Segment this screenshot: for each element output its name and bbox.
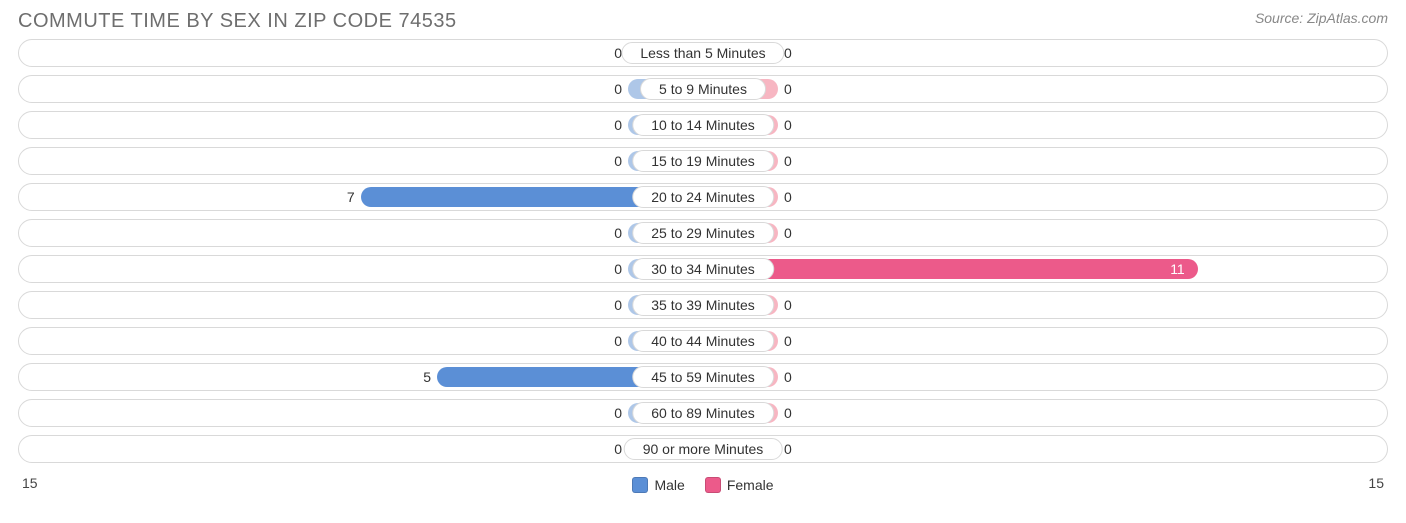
female-value: 0	[784, 405, 792, 421]
female-value: 0	[784, 333, 792, 349]
male-value: 0	[614, 81, 622, 97]
chart-area: 00Less than 5 Minutes005 to 9 Minutes001…	[0, 39, 1406, 463]
female-value: 11	[1170, 261, 1185, 277]
legend-item-male: Male	[632, 477, 684, 493]
female-value: 0	[784, 297, 792, 313]
chart-footer: 15 Male Female 15	[0, 471, 1406, 497]
chart-row: 00Less than 5 Minutes	[18, 39, 1388, 67]
row-category-label: 35 to 39 Minutes	[632, 294, 774, 316]
row-category-label: 15 to 19 Minutes	[632, 150, 774, 172]
legend-label-female: Female	[727, 477, 774, 493]
female-value: 0	[784, 189, 792, 205]
row-category-label: 45 to 59 Minutes	[632, 366, 774, 388]
chart-row: 0 0 60 to 89 Minutes	[18, 399, 1388, 427]
female-value: 0	[784, 81, 792, 97]
female-value: 0	[784, 153, 792, 169]
male-value: 0	[614, 297, 622, 313]
legend-label-male: Male	[654, 477, 684, 493]
row-category-label: 90 or more Minutes	[624, 438, 783, 460]
chart-row: 7 0 20 to 24 Minutes	[18, 183, 1388, 211]
male-swatch-icon	[632, 477, 648, 493]
page-title: COMMUTE TIME BY SEX IN ZIP CODE 74535	[18, 10, 457, 33]
male-value: 0	[614, 117, 622, 133]
chart-row: 0 090 or more Minutes	[18, 435, 1388, 463]
chart-row: 5 0 45 to 59 Minutes	[18, 363, 1388, 391]
male-value: 0	[614, 441, 622, 457]
female-value: 0	[784, 117, 792, 133]
male-value: 0	[614, 405, 622, 421]
chart-row: 0 0 40 to 44 Minutes	[18, 327, 1388, 355]
male-value: 0	[614, 153, 622, 169]
female-value: 0	[784, 45, 792, 61]
source-attribution: Source: ZipAtlas.com	[1255, 10, 1388, 26]
row-category-label: 25 to 29 Minutes	[632, 222, 774, 244]
male-value: 0	[614, 261, 622, 277]
chart-row: 0 0 15 to 19 Minutes	[18, 147, 1388, 175]
chart-row: 0 0 25 to 29 Minutes	[18, 219, 1388, 247]
female-swatch-icon	[705, 477, 721, 493]
row-category-label: 30 to 34 Minutes	[632, 258, 774, 280]
female-bar	[703, 259, 1198, 279]
axis-max-right: 15	[1368, 475, 1384, 491]
male-value: 5	[423, 369, 431, 385]
row-category-label: 5 to 9 Minutes	[640, 78, 766, 100]
male-value: 0	[614, 225, 622, 241]
axis-max-left: 15	[22, 475, 38, 491]
chart-row: 0 0 10 to 14 Minutes	[18, 111, 1388, 139]
male-value: 7	[347, 189, 355, 205]
female-value: 0	[784, 225, 792, 241]
chart-row: 0 11 30 to 34 Minutes	[18, 255, 1388, 283]
chart-row: 0 0 35 to 39 Minutes	[18, 291, 1388, 319]
row-category-label: 60 to 89 Minutes	[632, 402, 774, 424]
row-category-label: Less than 5 Minutes	[621, 42, 784, 64]
legend-item-female: Female	[705, 477, 774, 493]
row-category-label: 40 to 44 Minutes	[632, 330, 774, 352]
male-value: 0	[614, 333, 622, 349]
row-category-label: 20 to 24 Minutes	[632, 186, 774, 208]
row-category-label: 10 to 14 Minutes	[632, 114, 774, 136]
female-value: 0	[784, 369, 792, 385]
chart-row: 0 0 5 to 9 Minutes	[18, 75, 1388, 103]
legend: Male Female	[632, 477, 773, 493]
female-value: 0	[784, 441, 792, 457]
